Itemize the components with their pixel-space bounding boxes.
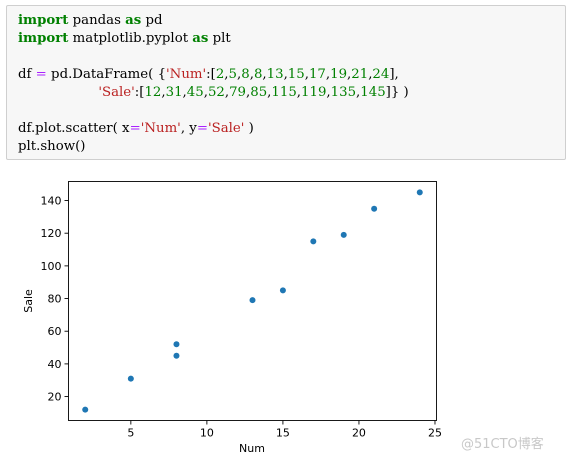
code-token: import [18,13,69,28]
scatter-point [340,231,347,238]
code-token: pd.DataFrame( { [46,67,167,82]
code-token: = [35,67,47,82]
code-token: matplotlib.pyplot [68,31,193,46]
scatter-point [279,287,286,294]
code-token: :[ [206,67,216,82]
x-tick-label: 10 [200,427,214,440]
code-token: plt.show() [18,139,86,154]
code-token: , [249,67,254,82]
code-token: , [161,85,166,100]
code-token: pandas [68,13,126,28]
code-token: 8 [253,67,263,82]
code-token: as [192,31,209,46]
code-token: 79 [229,85,247,100]
code-line: df.plot.scatter( x='Num', y='Sale' ) [18,119,254,139]
code-token: 85 [250,85,268,100]
scatter-point [127,375,134,382]
scatter-point [416,189,423,196]
scatter-point [173,352,180,359]
scatter-point [371,205,378,212]
code-token: 'Sale' [207,121,245,136]
x-tick-label: 25 [428,427,442,440]
code-token: 145 [360,85,386,100]
x-axis-label: Num [239,442,265,455]
x-tick-label: 15 [276,427,290,440]
code-token: 135 [330,85,357,100]
code-token: , [296,85,302,100]
y-tick-label: 140 [41,195,62,208]
code-token: 19 [330,67,348,82]
code-token: as [125,13,142,28]
code-token: ) [244,121,254,136]
code-token: 119 [301,85,327,100]
code-token: , [304,67,309,82]
code-cell[interactable]: import pandas as pd import matplotlib.pyp… [6,5,566,160]
code-token: 52 [207,85,225,100]
code-token: 8 [241,67,250,82]
code-token: 24 [372,67,390,82]
code-token: , [237,67,242,82]
code-token: , [283,67,288,82]
code-line: import matplotlib.pyplot as plt [18,29,231,49]
code-token: 21 [351,67,369,82]
y-tick-label: 60 [48,325,62,338]
code-token: , [368,67,373,82]
code-token: , [356,85,361,100]
x-tick-label: 5 [127,427,134,440]
code-token: 17 [308,67,326,82]
code-token: , [224,85,230,100]
code-token: 45 [186,85,204,100]
code-token: pd [141,13,163,28]
code-token: = [129,121,141,136]
code-token: 13 [266,67,284,82]
code-line: import pandas as pd [18,11,163,31]
code-token: , [203,85,208,100]
code-token: 5 [228,67,237,82]
code-token: , [325,67,331,82]
code-token: , [347,67,352,82]
y-tick-label: 20 [48,391,62,404]
code-token: df.plot.scatter( x [18,121,130,136]
code-token: ]} ) [385,85,409,100]
code-token: plt [208,31,231,46]
code-token: 2 [215,67,225,82]
code-token: , [267,85,272,100]
code-token: :[ [134,85,145,100]
y-tick-label: 80 [48,293,62,306]
code-token: , [182,85,187,100]
watermark: @51CTO博客 [461,437,544,452]
code-line: 'Sale':[12,31,45,52,79,85,115,119,135,14… [18,83,409,103]
code-token: 'Num' [166,67,207,82]
scatter-point [82,406,89,413]
code-token: ], [389,67,399,82]
code-token: 15 [287,67,305,82]
code-token: 31 [165,85,183,100]
code-token: 12 [144,85,162,100]
code-token: , [246,85,251,100]
y-tick-label: 100 [41,260,62,273]
plot-frame [68,181,437,421]
code-token: , [326,85,331,100]
code-token: 115 [271,85,297,100]
y-tick-label: 40 [48,358,62,371]
code-token: , [224,67,229,82]
code-token: , [262,67,267,82]
scatter-point [249,297,256,304]
y-tick-label: 120 [41,227,62,240]
scatter-point [173,341,180,348]
x-tick-label: 20 [352,427,366,440]
code-token: import [18,31,69,46]
code-line: df = pd.DataFrame( {'Num':[2,5,8,8,13,15… [18,65,399,85]
code-token: = [196,121,208,136]
code-line: plt.show() [18,137,85,157]
code-token: 'Sale' [98,85,135,100]
scatter-point [310,238,317,245]
y-axis-label: Sale [22,289,35,313]
code-token: 'Num' [140,121,181,136]
code-token: , y [180,121,197,136]
code-token: df [18,67,36,82]
